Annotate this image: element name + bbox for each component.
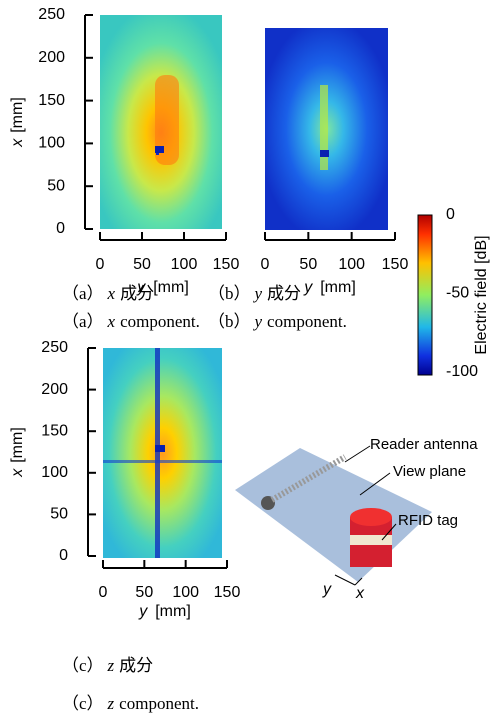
leader [381, 523, 397, 541]
caption-text: 成分 [119, 656, 153, 675]
y-tick-label: 200 [41, 381, 68, 398]
antenna-base [261, 496, 275, 510]
x-tick-label: 50 [135, 584, 153, 601]
y-tick-label: 250 [41, 339, 68, 356]
caption-tag: （a） [62, 284, 104, 303]
tag-mark [155, 146, 164, 153]
caption-text: component. [267, 312, 347, 331]
axis-name: y [322, 581, 332, 598]
axis-unit: [mm] [155, 603, 191, 620]
caption-tag: （b） [208, 284, 251, 303]
x-tick-label: 0 [99, 584, 108, 601]
caption-text: 成分 [120, 284, 154, 303]
caption: （c） z component. [62, 694, 199, 713]
y-tick-label: 0 [56, 220, 65, 237]
null-line [155, 348, 160, 558]
axis-var: y [136, 279, 146, 296]
y-tick-label: 100 [41, 464, 68, 481]
y-tick-label: 150 [38, 92, 65, 109]
y-tick-label: 100 [38, 135, 65, 152]
colorbar [417, 214, 433, 376]
caption-text: component. [120, 312, 200, 331]
axis-var: y [303, 279, 313, 296]
caption-var: y [253, 312, 263, 331]
axis-unit: [mm] [9, 97, 26, 133]
colorbar-tick-label: -50 [446, 285, 469, 302]
y-tick-label: 50 [47, 177, 65, 194]
axis-var: y [138, 603, 148, 620]
x-tick-label: 0 [261, 256, 270, 273]
axis-var: x [9, 138, 26, 148]
x-axis-label: y [mm] [303, 279, 356, 296]
caption-tag: （b） [208, 312, 251, 331]
colorbar-tick-label: 0 [446, 206, 455, 223]
leader [359, 472, 391, 496]
caption: （a） x 成分 [62, 284, 154, 303]
x-tick-label: 100 [171, 256, 198, 273]
null-line [103, 460, 222, 463]
x-tick-label: 100 [338, 256, 365, 273]
caption-tag: （c） [62, 656, 104, 675]
antenna-hotspot [155, 75, 179, 165]
axis-arrow [354, 577, 363, 586]
x-tick-label: 0 [96, 256, 105, 273]
tag-mark [155, 445, 165, 452]
caption-var: y [253, 284, 263, 303]
y-axis-label: x [mm] [9, 97, 26, 148]
caption-var: x [107, 284, 116, 303]
caption-text: 成分 [267, 284, 301, 303]
x-tick-label: 150 [213, 256, 240, 273]
x-tick-label: 100 [172, 584, 199, 601]
y-tick-label: 0 [59, 547, 68, 564]
caption-tag: （a） [62, 312, 104, 331]
caption: （b） y 成分 [208, 284, 301, 303]
x-tick-label: 50 [299, 256, 317, 273]
antenna-hotspot [320, 85, 328, 170]
axis-arrow [334, 574, 356, 586]
tag-mark [320, 150, 329, 157]
label: View plane [393, 463, 466, 480]
colorbar-tick-label: -100 [446, 363, 478, 380]
axis-unit: [mm] [153, 279, 189, 296]
caption: （c） z 成分 [62, 656, 153, 675]
y-tick-label: 50 [50, 506, 68, 523]
caption-text: component. [119, 694, 199, 713]
y-axis-label: x [mm] [9, 427, 26, 478]
label: Reader antenna [370, 436, 478, 453]
field-map [103, 348, 222, 558]
caption-var: z [107, 656, 115, 675]
axis-name: x [355, 585, 365, 602]
caption: （b） y component. [208, 312, 347, 331]
colorbar-label: Electric field [dB] [473, 235, 490, 354]
x-tick-label: 50 [133, 256, 151, 273]
x-tick-label: 150 [382, 256, 409, 273]
leader [344, 445, 371, 463]
axis-var: x [9, 468, 26, 478]
caption: （a） x component. [62, 312, 200, 331]
y-tick-label: 200 [38, 49, 65, 66]
x-tick-label: 150 [214, 584, 241, 601]
axis-unit: [mm] [320, 279, 356, 296]
x-axis-label: y [mm] [138, 603, 191, 620]
tag-band [350, 535, 392, 545]
caption-var: x [107, 312, 116, 331]
y-tick-label: 250 [38, 6, 65, 23]
caption-var: z [107, 694, 115, 713]
tag-cylinder-top [350, 508, 392, 526]
y-tick-label: 150 [41, 422, 68, 439]
caption-tag: （c） [62, 694, 104, 713]
axis-unit: [mm] [9, 427, 26, 463]
x-axis-label: y [mm] [136, 279, 189, 296]
label: RFID tag [398, 512, 458, 529]
